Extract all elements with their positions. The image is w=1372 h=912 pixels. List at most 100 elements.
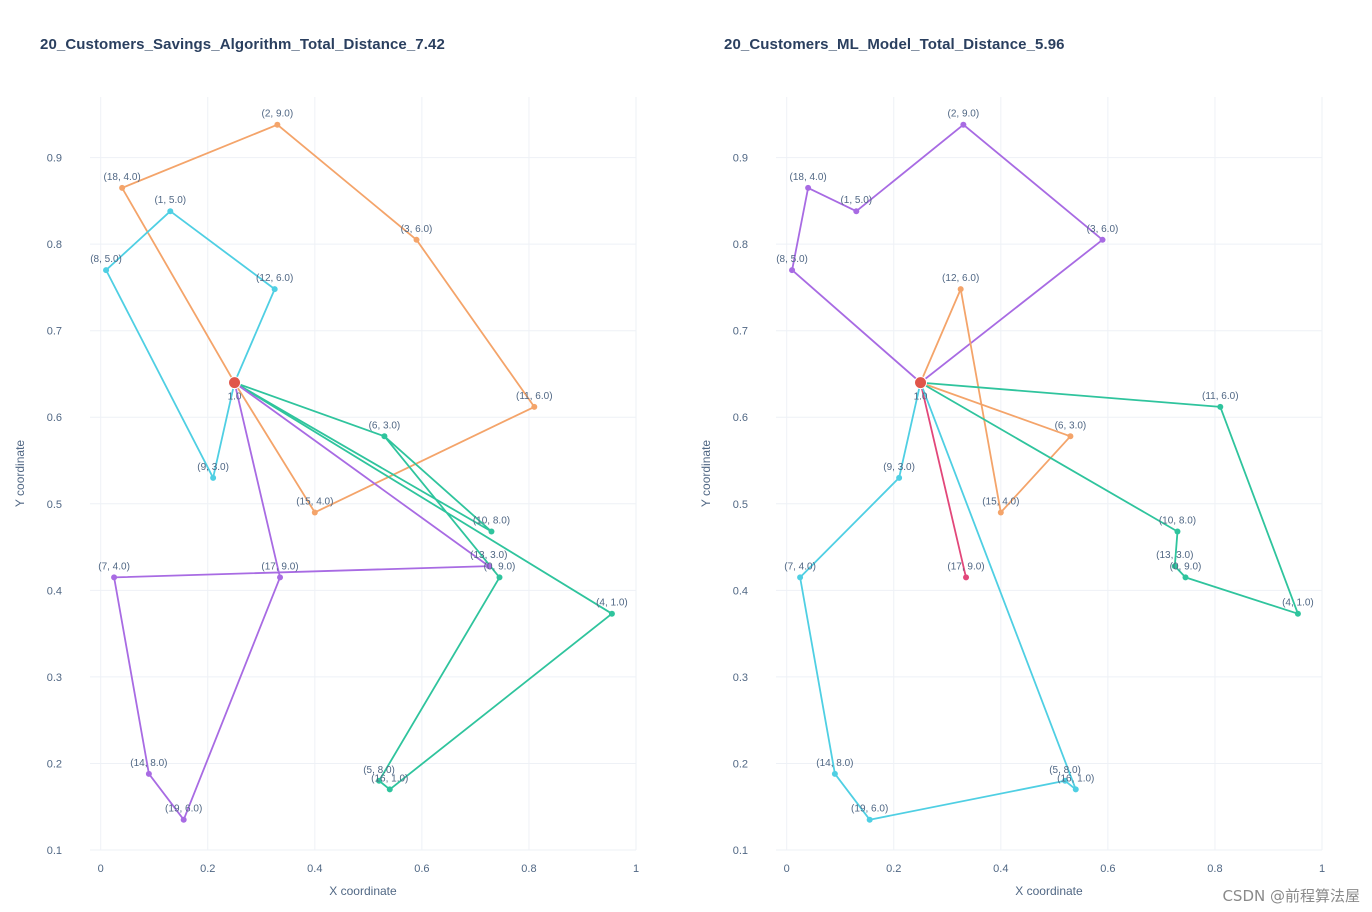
point-label: (10, 8.0) (1159, 515, 1196, 526)
route-purple-line (113, 381, 490, 821)
savings-chart-svg: 0 0.2 0.4 0.6 0.8 1 0.1 0.2 0.3 0.4 0.5 0.6 0.7 0.8 0.… (13, 97, 639, 898)
y-tick-label: 0.9 (47, 153, 62, 165)
point-label: (18, 4.0) (103, 172, 140, 183)
depot-label: 1.0 (914, 392, 928, 403)
depot-marker (914, 376, 928, 390)
data-point (531, 403, 538, 410)
point-label: (18, 4.0) (789, 172, 826, 183)
watermark: CSDN @前程算法屋 (1222, 887, 1360, 905)
route-points (789, 121, 1301, 823)
point-label: (14, 8.0) (816, 758, 853, 769)
data-point (997, 509, 1004, 516)
savings-algorithm-chart: 20_Customers_Savings_Algorithm_Total_Dis… (13, 36, 639, 898)
route-lines (105, 123, 613, 821)
data-point (960, 121, 967, 128)
point-label: (12, 6.0) (942, 273, 979, 284)
data-point (957, 286, 964, 293)
point-label: (0, 9.0) (1170, 561, 1202, 572)
route-teal-2-line (234, 381, 613, 791)
point-label: (3, 6.0) (401, 224, 433, 235)
y-tick-label: 0.7 (47, 326, 62, 338)
point-label: (2, 9.0) (948, 109, 980, 120)
data-point (271, 286, 278, 293)
point-label: (2, 9.0) (262, 109, 294, 120)
chart-title: 20_Customers_ML_Model_Total_Distance_5.9… (724, 36, 1065, 53)
data-point (145, 770, 152, 777)
point-label: (9, 3.0) (197, 462, 229, 473)
data-point (1062, 777, 1069, 784)
point-label: (13, 3.0) (1156, 550, 1193, 561)
x-tick-label: 0.4 (993, 863, 1008, 875)
point-label: (7, 4.0) (784, 561, 816, 572)
data-point (210, 474, 217, 481)
route-orange-line (121, 123, 536, 514)
depot-label: 1.0 (228, 392, 242, 403)
y-tick-label: 0.3 (733, 672, 748, 684)
y-tick-label: 0.3 (47, 672, 62, 684)
point-label: (15, 4.0) (982, 496, 1019, 507)
point-label: (6, 3.0) (369, 420, 401, 431)
data-point (1067, 433, 1074, 440)
data-point (866, 816, 873, 823)
data-point (386, 786, 393, 793)
data-point (831, 770, 838, 777)
route-points (103, 121, 615, 823)
data-point (608, 610, 615, 617)
point-label: (0, 9.0) (484, 561, 516, 572)
point-label: (5, 8.0) (1049, 765, 1081, 776)
x-tick-label: 0 (98, 863, 104, 875)
data-point (1217, 403, 1224, 410)
point-label: (15, 4.0) (296, 496, 333, 507)
y-tick-label: 0.9 (733, 153, 748, 165)
data-point (1099, 236, 1106, 243)
point-label: (11, 6.0) (1202, 391, 1239, 402)
y-tick-label: 0.8 (733, 239, 748, 251)
data-point (1294, 610, 1301, 617)
data-point (111, 574, 118, 581)
data-point (805, 184, 812, 191)
data-point (853, 208, 860, 215)
route-teal-line (234, 381, 493, 533)
ml-chart-svg: 0 0.2 0.4 0.6 0.8 1 0.1 0.2 0.3 0.4 0.5 0.6 0.7 0.8 0.… (699, 97, 1325, 898)
y-tick-label: 0.4 (47, 585, 62, 597)
point-label: (12, 6.0) (256, 273, 293, 284)
x-tick-label: 0.8 (1207, 863, 1222, 875)
route-pink-line (919, 382, 967, 578)
y-tick-label: 0.4 (733, 585, 748, 597)
route-lines (791, 123, 1299, 821)
data-point (1171, 563, 1178, 570)
data-point (789, 267, 796, 274)
x-tick-label: 0.6 (1100, 863, 1115, 875)
data-point (1174, 528, 1181, 535)
x-tick-label: 0.8 (521, 863, 536, 875)
point-label: (11, 6.0) (516, 391, 553, 402)
data-point (167, 208, 174, 215)
data-point (488, 528, 495, 535)
point-label: (17, 9.0) (947, 561, 984, 572)
point-label: (1, 5.0) (154, 195, 186, 206)
x-tick-label: 0.2 (200, 863, 215, 875)
data-point (496, 574, 503, 581)
data-point (413, 236, 420, 243)
point-label: (8, 5.0) (90, 254, 122, 265)
point-labels: (18, 4.0) (2, 9.0) (3, 6.0) (11, 6.0) (15, 4… (90, 109, 628, 815)
data-point (119, 184, 126, 191)
point-label: (8, 5.0) (776, 254, 808, 265)
y-tick-label: 0.5 (47, 499, 62, 511)
point-label: (19, 6.0) (165, 804, 202, 815)
data-point (180, 816, 187, 823)
x-tick-label: 0.4 (307, 863, 322, 875)
y-tick-label: 0.7 (733, 326, 748, 338)
y-axis-title: Y coordinate (699, 440, 713, 507)
point-label: (4, 1.0) (596, 598, 628, 609)
point-labels: (8, 5.0) (18, 4.0) (1, 5.0) (2, 9.0) (3, 6.0… (776, 109, 1314, 815)
route-purple-line (791, 123, 1104, 384)
x-tick-label: 0 (784, 863, 790, 875)
data-point (381, 433, 388, 440)
data-point (485, 563, 492, 570)
point-label: (6, 3.0) (1055, 420, 1087, 431)
data-point (311, 509, 318, 516)
point-label: (14, 8.0) (130, 758, 167, 769)
x-tick-label: 1 (633, 863, 639, 875)
point-label: (17, 9.0) (261, 561, 298, 572)
